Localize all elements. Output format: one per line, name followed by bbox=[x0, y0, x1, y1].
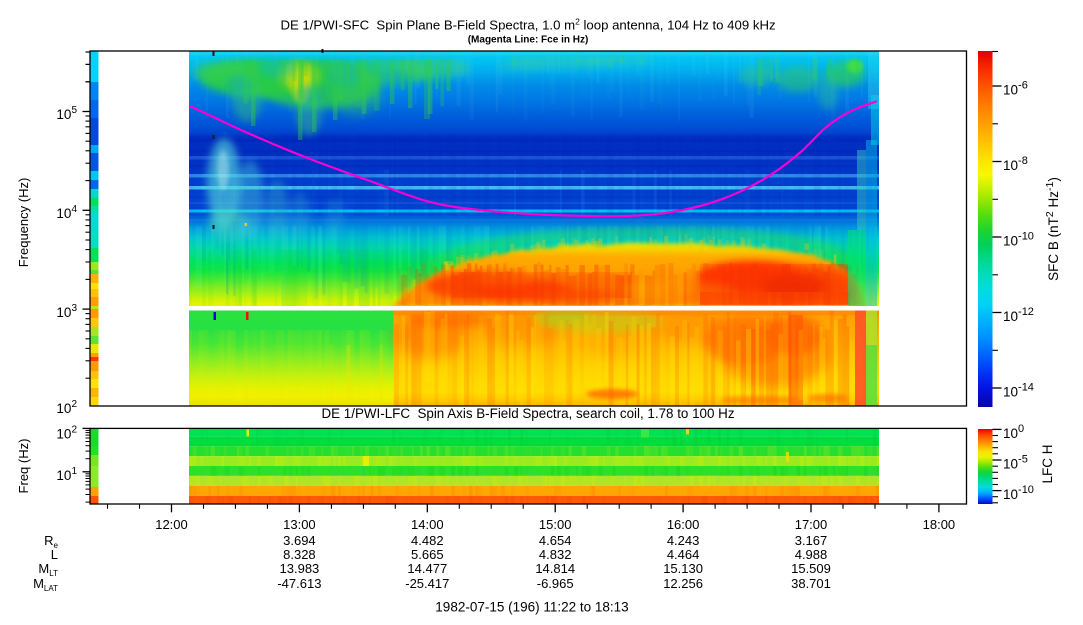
svg-text:L: L bbox=[51, 547, 58, 562]
svg-text:(Magenta Line: Fce in Hz): (Magenta Line: Fce in Hz) bbox=[468, 35, 589, 46]
svg-text:8.328: 8.328 bbox=[283, 547, 316, 562]
svg-text:4.243: 4.243 bbox=[667, 533, 700, 548]
svg-text:5.665: 5.665 bbox=[411, 547, 444, 562]
svg-text:4.988: 4.988 bbox=[795, 547, 828, 562]
svg-text:SFC B (nT2 Hz-1): SFC B (nT2 Hz-1) bbox=[1044, 177, 1061, 281]
svg-text:16:00: 16:00 bbox=[667, 517, 700, 532]
svg-text:LFC H: LFC H bbox=[1040, 444, 1055, 483]
svg-text:15.130: 15.130 bbox=[663, 561, 703, 576]
svg-text:14.814: 14.814 bbox=[535, 561, 575, 576]
svg-text:15.509: 15.509 bbox=[791, 561, 831, 576]
svg-text:DE 1/PWI-SFC Spin Plane B-Fie: DE 1/PWI-SFC Spin Plane B-Field Spectra,… bbox=[280, 17, 775, 33]
svg-text:DE 1/PWI-LFC Spin Axis B-Fiel: DE 1/PWI-LFC Spin Axis B-Field Spectra, … bbox=[321, 406, 734, 421]
svg-text:Freq (Hz): Freq (Hz) bbox=[16, 439, 31, 494]
svg-text:14:00: 14:00 bbox=[411, 517, 444, 532]
svg-text:-25.417: -25.417 bbox=[405, 576, 449, 591]
svg-text:4.464: 4.464 bbox=[667, 547, 700, 562]
svg-text:3.167: 3.167 bbox=[795, 533, 828, 548]
svg-text:13:00: 13:00 bbox=[283, 517, 316, 532]
svg-text:13.983: 13.983 bbox=[280, 561, 320, 576]
svg-text:17:00: 17:00 bbox=[795, 517, 828, 532]
svg-text:14.477: 14.477 bbox=[407, 561, 447, 576]
svg-text:3.694: 3.694 bbox=[283, 533, 316, 548]
svg-text:4.832: 4.832 bbox=[539, 547, 572, 562]
svg-text:12:00: 12:00 bbox=[155, 517, 188, 532]
svg-text:1982-07-15 (196) 11:22 to 18:1: 1982-07-15 (196) 11:22 to 18:13 bbox=[435, 600, 628, 615]
svg-text:18:00: 18:00 bbox=[923, 517, 956, 532]
svg-text:4.482: 4.482 bbox=[411, 533, 444, 548]
svg-text:12.256: 12.256 bbox=[663, 576, 703, 591]
svg-text:15:00: 15:00 bbox=[539, 517, 572, 532]
svg-text:38.701: 38.701 bbox=[791, 576, 831, 591]
svg-text:Frequency (Hz): Frequency (Hz) bbox=[16, 178, 31, 268]
svg-text:-47.613: -47.613 bbox=[277, 576, 321, 591]
svg-text:-6.965: -6.965 bbox=[537, 576, 574, 591]
svg-text:4.654: 4.654 bbox=[539, 533, 572, 548]
